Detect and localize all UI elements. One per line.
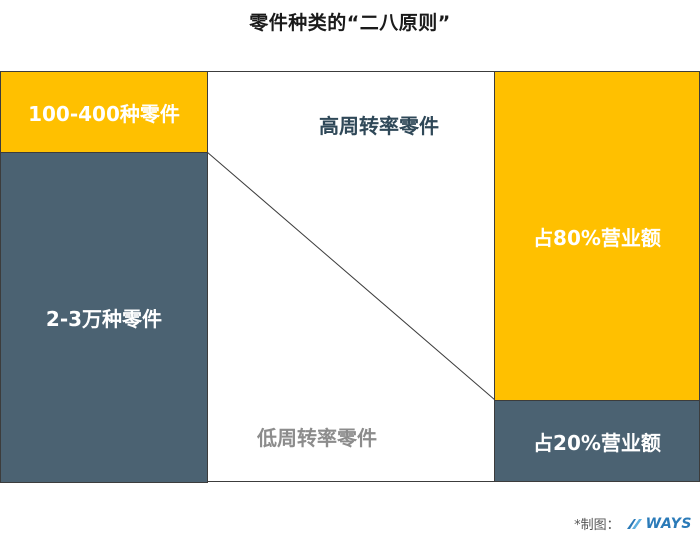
left-top-block: 100-400种零件 bbox=[0, 71, 208, 153]
diagonal-divider bbox=[206, 151, 496, 401]
left-top-label: 100-400种零件 bbox=[28, 101, 180, 126]
right-top-block: 占80%营业额 bbox=[494, 71, 700, 401]
ways-logo: WAYS bbox=[626, 516, 692, 532]
right-bottom-block: 占20%营业额 bbox=[494, 400, 700, 482]
credit-label: *制图： bbox=[574, 518, 620, 533]
right-top-label: 占80%营业额 bbox=[533, 225, 661, 250]
middle-top-label: 高周转率零件 bbox=[319, 114, 439, 138]
left-bottom-label: 2-3万种零件 bbox=[45, 307, 163, 331]
left-bottom-block: 2-3万种零件 bbox=[0, 152, 208, 483]
right-bottom-label: 占20%营业额 bbox=[533, 430, 661, 455]
ways-logo-icon bbox=[626, 518, 642, 529]
credit-line: *制图： WAYS bbox=[574, 514, 692, 534]
logo-text: WAYS bbox=[645, 515, 692, 532]
page-title: 零件种类的“二八原则” bbox=[249, 12, 451, 34]
pareto-diagram: 100-400种零件 2-3万种零件 高周转率零件 低周转率零件 占80%营业额… bbox=[0, 71, 700, 483]
middle-bottom-label: 低周转率零件 bbox=[257, 426, 377, 450]
